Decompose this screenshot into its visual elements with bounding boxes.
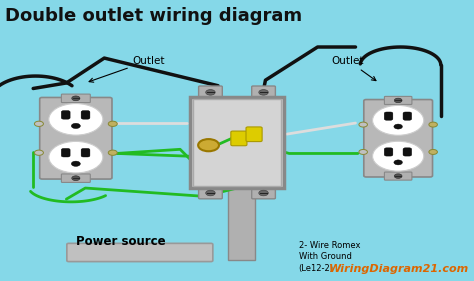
FancyBboxPatch shape	[81, 148, 90, 157]
FancyBboxPatch shape	[252, 187, 275, 199]
Circle shape	[108, 121, 117, 126]
Circle shape	[108, 150, 117, 155]
Circle shape	[72, 96, 80, 101]
FancyBboxPatch shape	[384, 112, 393, 120]
Text: Outlet: Outlet	[89, 56, 165, 82]
Circle shape	[394, 98, 402, 103]
FancyBboxPatch shape	[364, 99, 432, 177]
Text: Outlet: Outlet	[332, 56, 376, 81]
FancyBboxPatch shape	[190, 97, 284, 188]
FancyBboxPatch shape	[61, 148, 70, 157]
Circle shape	[259, 90, 268, 95]
FancyBboxPatch shape	[403, 112, 411, 120]
Circle shape	[72, 176, 80, 181]
Bar	[228, 182, 255, 260]
FancyBboxPatch shape	[246, 127, 262, 142]
FancyBboxPatch shape	[199, 187, 222, 199]
FancyBboxPatch shape	[384, 96, 412, 105]
Circle shape	[394, 160, 402, 165]
Circle shape	[373, 141, 424, 171]
FancyBboxPatch shape	[62, 94, 90, 103]
FancyBboxPatch shape	[384, 148, 393, 156]
Circle shape	[71, 161, 80, 166]
Circle shape	[49, 141, 103, 173]
Text: 2- Wire Romex
With Ground
(Le12-2): 2- Wire Romex With Ground (Le12-2)	[299, 241, 360, 273]
FancyBboxPatch shape	[62, 174, 90, 182]
Circle shape	[206, 190, 215, 196]
FancyBboxPatch shape	[67, 243, 213, 262]
Circle shape	[359, 149, 367, 155]
FancyBboxPatch shape	[252, 86, 275, 98]
FancyBboxPatch shape	[403, 148, 411, 156]
FancyBboxPatch shape	[384, 172, 412, 180]
Text: WiringDiagram21.com: WiringDiagram21.com	[329, 264, 469, 274]
FancyBboxPatch shape	[61, 111, 70, 119]
FancyBboxPatch shape	[81, 111, 90, 119]
Circle shape	[359, 122, 367, 127]
FancyBboxPatch shape	[193, 99, 281, 186]
Text: Power source: Power source	[76, 235, 165, 248]
Circle shape	[429, 149, 438, 155]
Circle shape	[429, 122, 438, 127]
Circle shape	[198, 139, 219, 151]
Circle shape	[71, 123, 80, 128]
Circle shape	[35, 121, 44, 126]
Circle shape	[206, 90, 215, 95]
FancyBboxPatch shape	[199, 86, 222, 98]
Text: Double outlet wiring diagram: Double outlet wiring diagram	[5, 7, 302, 25]
Circle shape	[394, 124, 402, 129]
Circle shape	[49, 104, 103, 135]
FancyBboxPatch shape	[231, 131, 247, 146]
Circle shape	[373, 105, 424, 135]
Circle shape	[394, 174, 402, 178]
FancyBboxPatch shape	[40, 98, 112, 179]
Circle shape	[35, 150, 44, 155]
Circle shape	[259, 190, 268, 196]
